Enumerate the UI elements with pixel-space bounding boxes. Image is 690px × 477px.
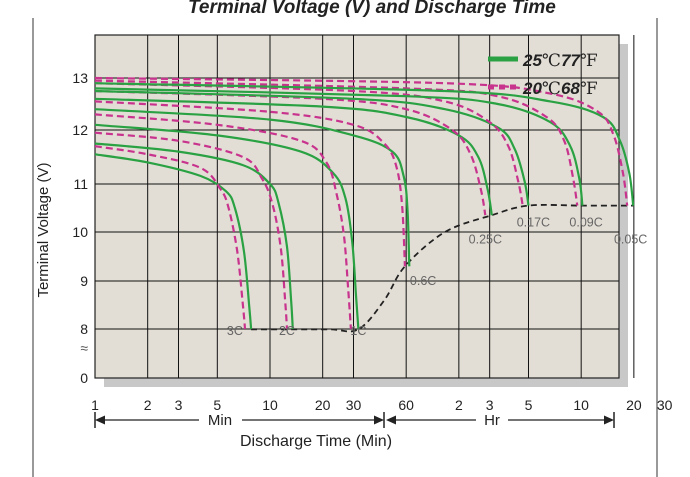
curve-017C-20c [94,82,524,206]
end-voltage-path [251,203,634,333]
rate-label: 1C [350,324,366,338]
rate-label: 0.17C [517,215,550,229]
curve-2C-20c [94,131,289,330]
x-tick-label: 30 [657,397,673,413]
x-axis-ticks: 1 2 3 5 10 20 30 60 2 3 5 10 20 30 [91,397,673,413]
x-tick-label: 20 [315,397,331,413]
hr-label: Hr [484,412,500,429]
curve-1C-25c [94,123,360,330]
rate-label: 0.25C [469,232,502,246]
svg-text:25℃77℉: 25℃77℉ [522,51,598,71]
curve-009C-25c [94,87,584,206]
x-tick-label: 3 [486,397,494,413]
x-tick-label: 2 [144,397,152,413]
curve-009C-20c [94,79,579,206]
x-tick-label: 60 [398,397,414,413]
axis-break-symbol: ≈ [80,340,88,356]
rate-label: 2C [279,324,295,338]
curve-005C-25c [94,82,635,206]
rate-label: 3C [227,324,243,338]
y-tick-label: 9 [80,273,88,289]
x-tick-label: 3 [175,397,183,413]
discharge-curves [94,76,635,330]
curve-3C-25c [94,153,253,330]
curve-1C-20c [94,113,352,330]
min-label: Min [208,412,232,429]
legend-entry-20c: 20℃68℉ [488,79,598,99]
x-tick-label: 5 [213,397,221,413]
rate-labels: 3C 2C 1C 0.6C 0.25C 0.17C 0.09C 0.05C [227,215,647,337]
x-tick-label: 10 [262,397,278,413]
legend-entry-25c: 25℃77℉ [488,51,598,71]
x-tick-label: 5 [525,397,533,413]
x-axis-label: Discharge Time (Min) [240,433,392,450]
curve-2C-25c [94,142,294,330]
svg-text:20℃68℉: 20℃68℉ [522,79,598,99]
min-range-arrow [94,412,385,428]
end-voltage-line [251,203,634,333]
legend-25c-unit: ℃ [542,51,561,71]
legend-77f-value: 77 [561,51,581,70]
x-tick-label: 1 [91,397,99,413]
y-tick-label: 0 [80,370,88,386]
hr-range-arrow [386,412,615,428]
rate-label: 0.09C [569,215,602,229]
legend: 25℃77℉ 20℃68℉ [488,51,598,99]
x-tick-label: 2 [455,397,463,413]
legend-77f-unit: ℉ [580,51,598,71]
y-tick-label: 10 [72,224,88,240]
rate-label: 0.6C [410,274,436,288]
y-tick-label: 13 [72,70,88,86]
curve-3C-20c [94,145,247,330]
legend-68f-value: 68 [561,79,580,98]
y-tick-label: 11 [73,176,88,192]
curve-005C-20c [94,76,629,206]
y-tick-label: 12 [72,122,88,138]
y-tick-label: 8 [80,321,88,337]
legend-68f-unit: ℉ [580,79,598,99]
y-axis-label: Terminal Voltage (V) [35,162,52,297]
rate-label: 0.05C [614,232,647,246]
legend-25c-value: 25 [522,51,542,70]
x-tick-label: 20 [626,397,642,413]
curve-06C-25c [94,108,411,267]
legend-20c-unit: ℃ [542,79,561,99]
chart-title: Terminal Voltage (V) and Discharge Time [188,0,556,18]
legend-20c-value: 20 [522,79,542,98]
y-axis-ticks: 0 8 9 10 11 12 13 [72,70,88,386]
curve-025C-25c [94,97,493,216]
x-tick-label: 10 [573,397,589,413]
x-tick-label: 30 [346,397,362,413]
curve-017C-25c [94,89,530,206]
